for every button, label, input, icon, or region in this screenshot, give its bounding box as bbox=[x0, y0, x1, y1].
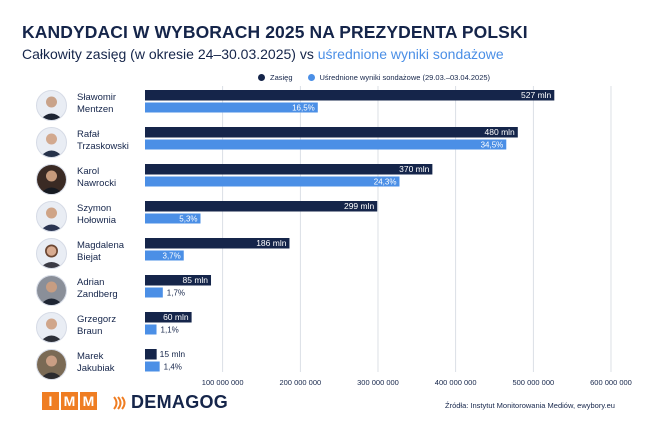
subtitle-highlight: uśrednione wyniki sondażowe bbox=[317, 46, 504, 62]
legend-item-polls: Uśrednione wyniki sondażowe (29.03.–03.0… bbox=[307, 73, 491, 82]
imm-letter: M bbox=[80, 392, 97, 410]
reach-label: 15 mln bbox=[160, 349, 186, 359]
poll-label: 16,5% bbox=[292, 103, 315, 112]
poll-bar bbox=[145, 287, 163, 298]
candidate-name: Sławomir Mentzen bbox=[77, 92, 117, 115]
reach-bar bbox=[145, 127, 518, 138]
candidate-photo bbox=[36, 164, 67, 195]
candidate-photo bbox=[36, 201, 67, 232]
candidate-photo bbox=[36, 238, 67, 269]
candidate-name: Marek Jakubiak bbox=[77, 351, 115, 374]
legend-dot-polls bbox=[307, 74, 315, 81]
source-note: Źródła: Instytut Monitorowania Mediów, e… bbox=[445, 401, 615, 410]
poll-bar bbox=[145, 361, 160, 372]
reach-bar bbox=[145, 312, 192, 323]
legend-dot-reach bbox=[258, 74, 265, 81]
candidate-photo bbox=[36, 127, 67, 158]
legend-label-reach: Zasięg bbox=[270, 73, 293, 82]
candidate-photo bbox=[36, 90, 67, 121]
candidate-name: Rafał Trzaskowski bbox=[77, 129, 129, 152]
candidate-name: Grzegorz Braun bbox=[77, 314, 117, 337]
chart-title: KANDYDACI W WYBORACH 2025 NA PREZYDENTA … bbox=[22, 22, 528, 42]
demagog-logo: DEMAGOG bbox=[112, 392, 228, 413]
reach-label: 299 mln bbox=[344, 201, 375, 211]
x-tick-label: 100 000 000 bbox=[202, 378, 244, 387]
poll-label: 1,4% bbox=[164, 362, 182, 371]
candidate-name: Magdalena Biejat bbox=[77, 240, 125, 263]
reach-bar bbox=[145, 90, 555, 101]
reach-label: 370 mln bbox=[399, 164, 430, 174]
candidate-photo bbox=[36, 275, 67, 306]
poll-label: 24,3% bbox=[374, 177, 397, 186]
reach-label: 186 mln bbox=[256, 238, 287, 248]
reach-bar bbox=[145, 238, 290, 249]
poll-bar bbox=[145, 250, 184, 261]
reach-bar bbox=[145, 164, 433, 175]
x-tick-label: 400 000 000 bbox=[435, 378, 477, 387]
poll-bar bbox=[145, 213, 201, 224]
imm-logo: I M M bbox=[42, 392, 99, 410]
chart-subtitle: Całkowity zasięg (w okresie 24–30.03.202… bbox=[22, 46, 504, 62]
candidate-name: Adrian Zandberg bbox=[77, 277, 118, 300]
legend-label-polls: Uśrednione wyniki sondażowe (29.03.–03.0… bbox=[319, 73, 491, 82]
poll-bar bbox=[145, 139, 507, 150]
x-tick-label: 200 000 000 bbox=[279, 378, 321, 387]
poll-label: 1,1% bbox=[161, 325, 179, 334]
x-tick-label: 500 000 000 bbox=[512, 378, 554, 387]
candidate-photo bbox=[36, 312, 67, 343]
imm-letter: I bbox=[42, 392, 59, 410]
reach-bar bbox=[145, 201, 378, 212]
imm-letter: M bbox=[61, 392, 78, 410]
reach-bar bbox=[145, 275, 212, 286]
poll-label: 34,5% bbox=[481, 140, 504, 149]
candidate-name: Szymon Hołownia bbox=[77, 203, 117, 226]
poll-bar bbox=[145, 324, 157, 335]
poll-label: 5,3% bbox=[179, 214, 197, 223]
poll-label: 1,7% bbox=[167, 288, 185, 297]
reach-label: 60 mln bbox=[163, 312, 189, 322]
candidate-name: Karol Nawrocki bbox=[77, 166, 117, 189]
x-tick-label: 300 000 000 bbox=[357, 378, 399, 387]
reach-label: 480 mln bbox=[485, 127, 516, 137]
reach-label: 527 mln bbox=[521, 90, 552, 100]
candidate-photo bbox=[36, 349, 67, 380]
reach-bar bbox=[145, 349, 157, 360]
reach-label: 85 mln bbox=[183, 275, 209, 285]
x-tick-label: 600 000 000 bbox=[590, 378, 632, 387]
subtitle-main: Całkowity zasięg (w okresie 24–30.03.202… bbox=[22, 46, 318, 62]
legend-item-reach: Zasięg bbox=[258, 73, 293, 82]
poll-bar bbox=[145, 102, 318, 113]
demagog-mark-icon bbox=[113, 395, 126, 410]
poll-bar bbox=[145, 176, 400, 187]
demagog-wordmark: DEMAGOG bbox=[131, 392, 229, 412]
poll-label: 3,7% bbox=[163, 251, 181, 260]
legend: Zasięg Uśrednione wyniki sondażowe (29.0… bbox=[258, 73, 505, 82]
